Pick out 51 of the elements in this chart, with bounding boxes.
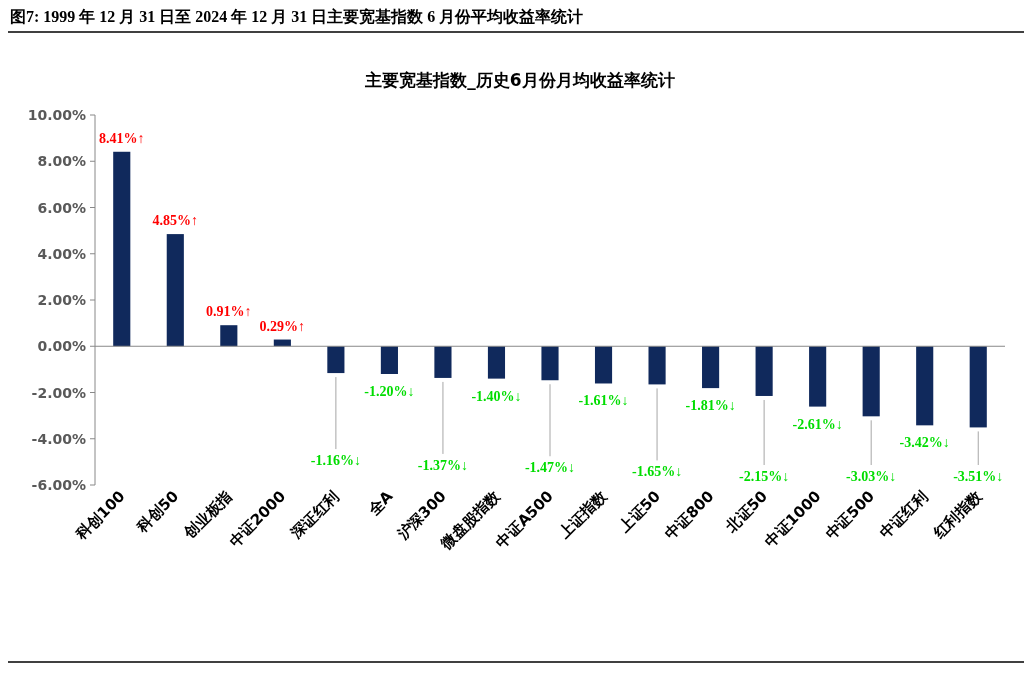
data-label: -1.47%↓ bbox=[524, 460, 576, 476]
x-tick-label: 中证红利 bbox=[876, 487, 932, 543]
bar bbox=[380, 346, 398, 374]
y-tick-label: 8.00% bbox=[37, 153, 86, 170]
data-label: 8.41%↑ bbox=[99, 130, 145, 146]
y-tick-label: 10.00% bbox=[27, 107, 86, 123]
data-label: 4.85%↑ bbox=[152, 213, 199, 229]
data-label: -1.37%↓ bbox=[417, 457, 469, 473]
y-tick-label: 6.00% bbox=[37, 199, 86, 216]
data-label: -1.16%↓ bbox=[310, 453, 361, 469]
x-tick-label: 红利指数 bbox=[929, 486, 986, 543]
data-label: -1.81%↓ bbox=[685, 398, 736, 414]
data-label: 0.91%↑ bbox=[206, 304, 252, 320]
x-tick-label: 上证50 bbox=[614, 487, 664, 537]
bar bbox=[594, 346, 613, 384]
bar bbox=[113, 151, 131, 347]
x-tick-label: 深证红利 bbox=[286, 487, 343, 543]
bar bbox=[916, 346, 934, 426]
y-tick-label: -2.00% bbox=[31, 384, 86, 401]
data-label: -2.15%↓ bbox=[739, 469, 790, 484]
bar bbox=[969, 346, 987, 428]
data-label: -3.42%↓ bbox=[899, 435, 950, 451]
chart-title: 图7: 1999 年 12 月 31 日至 2024 年 12 月 31 日主要宽基指数 6 月份平均收益率统计 bbox=[10, 7, 584, 25]
bar bbox=[166, 234, 184, 347]
data-label: 0.29%↑ bbox=[259, 318, 306, 334]
bar bbox=[862, 346, 880, 417]
x-tick-label: 全A bbox=[363, 486, 397, 520]
y-tick-label: -6.00% bbox=[31, 477, 86, 493]
bar bbox=[487, 346, 506, 379]
x-tick-label: 上证指数 bbox=[554, 486, 612, 543]
y-tick-label: 2.00% bbox=[37, 292, 86, 308]
bar bbox=[702, 346, 720, 389]
chart-subtitle: 主要宽基指数_历史6月份月均收益率统计 bbox=[364, 70, 675, 90]
data-label: -3.51%↓ bbox=[953, 469, 1004, 484]
bar bbox=[809, 346, 827, 407]
data-label: -1.40%↓ bbox=[471, 388, 522, 404]
y-tick-label: 0.00% bbox=[37, 338, 86, 355]
bar bbox=[434, 346, 452, 378]
data-label: -1.61%↓ bbox=[578, 393, 629, 409]
y-tick-label: -4.00% bbox=[31, 430, 86, 447]
bar bbox=[327, 346, 345, 374]
bar bbox=[220, 325, 238, 347]
bar bbox=[648, 346, 666, 385]
data-label: -1.65%↓ bbox=[631, 464, 683, 480]
bar bbox=[541, 346, 559, 381]
x-tick-label: 科创50 bbox=[132, 487, 183, 537]
bar bbox=[755, 346, 773, 396]
data-label: -1.20%↓ bbox=[364, 384, 415, 399]
y-tick-label: 4.00% bbox=[37, 245, 86, 262]
data-label: -3.03%↓ bbox=[846, 469, 897, 484]
data-label: -2.61%↓ bbox=[792, 416, 843, 432]
